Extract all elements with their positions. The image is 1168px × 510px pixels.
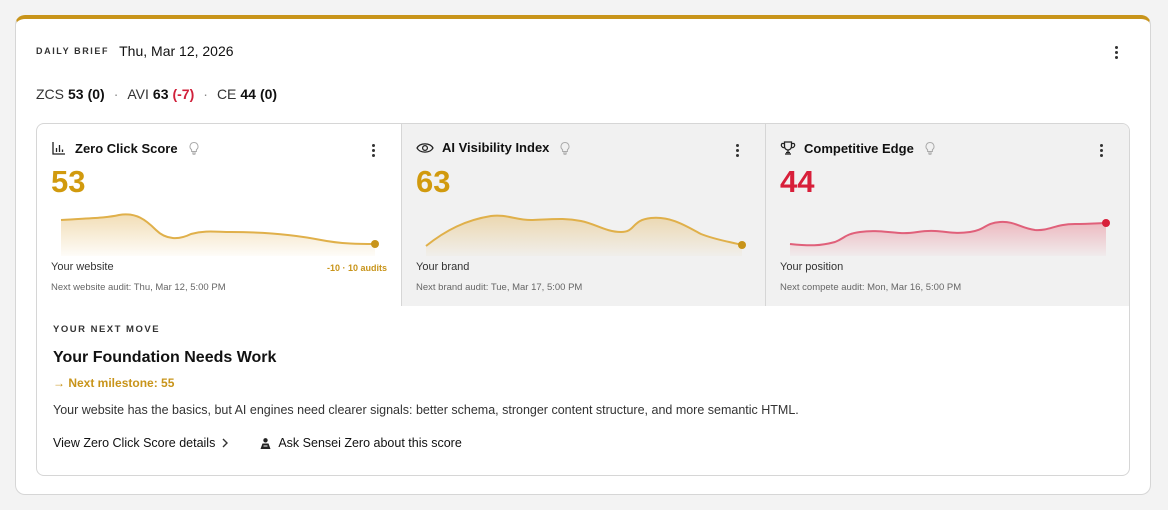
brief-date: Thu, Mar 12, 2026 (119, 43, 234, 59)
zero-click-score-panel[interactable]: Zero Click Score 53 (37, 124, 401, 306)
panel-title: Competitive Edge (804, 140, 914, 156)
lightbulb-icon[interactable] (188, 141, 200, 155)
ce-delta: (0) (259, 86, 278, 102)
panel-score-value: 63 (416, 164, 451, 199)
eye-icon (416, 142, 434, 153)
ce-label: CE (216, 86, 237, 102)
panel-next-audit: Next brand audit: Tue, Mar 17, 5:00 PM (416, 282, 583, 293)
brief-header: DAILY BRIEF Thu, Mar 12, 2026 (36, 43, 234, 59)
summary-separator: · (113, 86, 119, 102)
next-move-eyebrow: YOUR NEXT MOVE (53, 324, 161, 335)
daily-brief-eyebrow: DAILY BRIEF (36, 46, 110, 56)
scores-container: Zero Click Score 53 (36, 123, 1130, 476)
panel-delta: -10 · 10 audits (326, 263, 387, 273)
ai-visibility-index-panel[interactable]: AI Visibility Index 63 (401, 124, 765, 306)
zcs-delta: (0) (87, 86, 105, 102)
score-panels: Zero Click Score 53 (37, 124, 1129, 306)
brief-kebab-menu-icon[interactable] (1106, 42, 1126, 62)
sparkline-chart (425, 214, 746, 256)
trophy-icon (780, 141, 796, 155)
daily-brief-card: DAILY BRIEF Thu, Mar 12, 2026 ZCS 53 (0)… (15, 15, 1151, 495)
next-move-description: Your website has the basics, but AI engi… (53, 403, 799, 417)
ce-value: 44 (240, 86, 256, 102)
view-details-link[interactable]: View Zero Click Score details (53, 436, 229, 450)
panel-next-audit: Next compete audit: Mon, Mar 16, 5:00 PM (780, 282, 962, 293)
next-move-actions: View Zero Click Score details Ask Sensei… (53, 436, 1113, 450)
panel-subject-label: Your position (780, 261, 844, 273)
panel-title: AI Visibility Index (442, 140, 550, 155)
panel-score-value: 44 (780, 164, 815, 199)
sparkline-endpoint (371, 240, 379, 248)
panel-next-audit: Next website audit: Thu, Mar 12, 5:00 PM (51, 282, 226, 293)
next-milestone: → Next milestone: 55 (53, 376, 175, 390)
next-move-title: Your Foundation Needs Work (53, 349, 277, 366)
zcs-label: ZCS (36, 86, 64, 102)
lightbulb-icon[interactable] (559, 141, 571, 155)
chevron-right-icon (222, 438, 229, 448)
sensei-icon (260, 437, 271, 449)
sparkline-chart (60, 213, 379, 256)
view-details-label: View Zero Click Score details (53, 436, 216, 450)
panel-header: AI Visibility Index (416, 140, 571, 155)
zcs-value: 53 (68, 86, 84, 102)
panel-header: Competitive Edge (780, 140, 936, 156)
summary-separator: · (203, 86, 208, 102)
avi-label: AVI (127, 86, 149, 102)
avi-delta: (-7) (172, 86, 195, 102)
lightbulb-icon[interactable] (924, 141, 936, 155)
panel-title: Zero Click Score (75, 140, 178, 156)
score-summary: ZCS 53 (0) · AVI 63 (-7) · CE 44 (0) (36, 86, 277, 102)
panel-subject-label: Your brand (416, 261, 470, 273)
panel-kebab-menu-icon[interactable] (1091, 140, 1111, 160)
ask-sensei-link[interactable]: Ask Sensei Zero about this score (259, 436, 462, 450)
panel-subject-label: Your website (51, 261, 114, 273)
panel-kebab-menu-icon[interactable] (363, 140, 383, 160)
competitive-edge-panel[interactable]: Competitive Edge 44 (765, 124, 1129, 306)
avi-value: 63 (152, 86, 169, 102)
sparkline-chart (789, 219, 1110, 256)
panel-score-value: 53 (51, 164, 86, 199)
bar-chart-icon (52, 142, 65, 155)
sparkline-endpoint (1102, 219, 1110, 227)
panel-header: Zero Click Score (51, 140, 200, 156)
sparkline-endpoint (738, 241, 746, 249)
next-move-section: YOUR NEXT MOVE Your Foundation Needs Wor… (53, 324, 1113, 450)
panel-kebab-menu-icon[interactable] (727, 140, 747, 160)
ask-sensei-label: Ask Sensei Zero about this score (278, 436, 462, 450)
